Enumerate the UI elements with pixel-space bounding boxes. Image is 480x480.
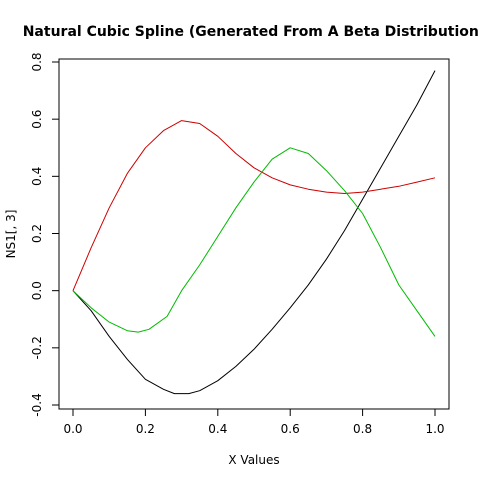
series-line-1 xyxy=(72,70,436,395)
y-tick-label: 0.2 xyxy=(30,224,44,243)
y-tick-label: -0.2 xyxy=(30,336,44,359)
y-tick-label: 0.0 xyxy=(30,281,44,300)
y-tick-label: 0.8 xyxy=(30,52,44,71)
y-axis: -0.4 -0.2 0.0 0.2 0.4 0.6 0.8 xyxy=(30,52,60,417)
x-tick-label: 0.8 xyxy=(353,422,372,436)
plot-frame xyxy=(58,58,450,410)
x-tick-label: 1.0 xyxy=(425,422,444,436)
chart-title: Natural Cubic Spline (Generated From A B… xyxy=(23,24,480,40)
y-tick-label: 0.4 xyxy=(30,167,44,186)
x-tick-label: 0.2 xyxy=(136,422,155,436)
series-line-3 xyxy=(72,147,436,337)
y-axis-label: NS1[, 3] xyxy=(4,210,18,259)
x-tick-label: 0.4 xyxy=(208,422,227,436)
x-tick-label: 0.6 xyxy=(281,422,300,436)
series-line-2 xyxy=(72,120,436,291)
x-tick-label: 0.0 xyxy=(63,422,82,436)
y-tick-label: -0.4 xyxy=(30,393,44,416)
series-layer xyxy=(72,70,436,395)
y-tick-label: 0.6 xyxy=(30,110,44,129)
x-axis-label: X Values xyxy=(228,453,279,467)
x-axis: 0.0 0.2 0.4 0.6 0.8 1.0 xyxy=(63,408,445,436)
